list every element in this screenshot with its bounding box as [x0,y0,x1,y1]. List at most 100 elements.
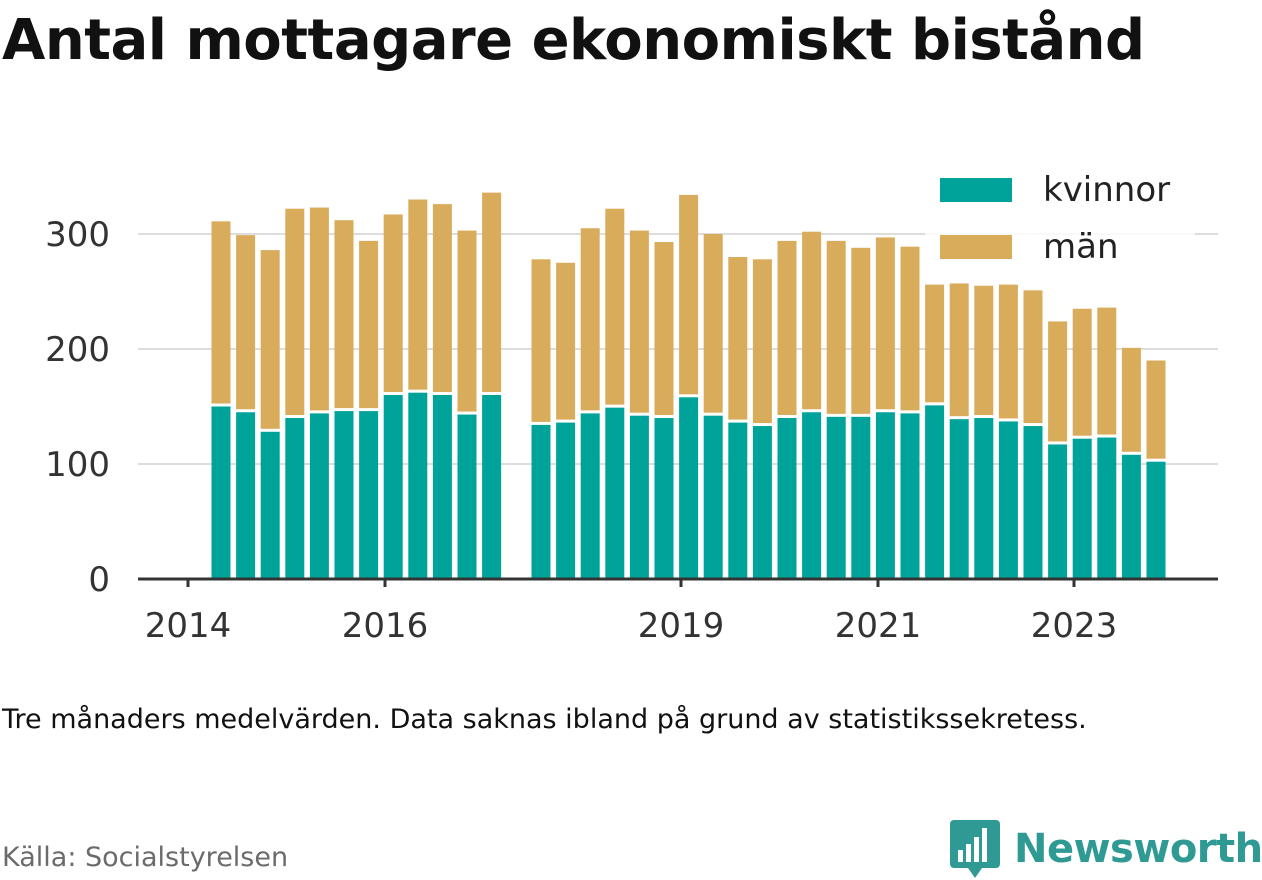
bar-man [383,214,403,392]
bar-kvinnor [654,418,674,579]
bar-man [703,234,723,413]
bar-kvinnor [580,413,600,579]
bar-kvinnor [408,392,428,579]
x-tick-label: 2021 [835,606,922,646]
bar-kvinnor [900,413,920,579]
bar-man [1146,360,1166,459]
bar-man [900,246,920,411]
x-tick-label: 2014 [145,606,232,646]
bar-man [580,228,600,411]
x-tick-label: 2016 [342,606,429,646]
bar-man [777,240,797,415]
bar-man [556,262,576,420]
bar-kvinnor [432,395,452,579]
bar-kvinnor [1121,454,1141,579]
bar-man [1097,307,1117,435]
x-tick-label: 2023 [1031,606,1118,646]
bar-kvinnor [925,405,945,579]
bar-man [1023,290,1043,424]
bar-kvinnor [334,411,354,579]
bar-man [211,221,231,404]
bar-man [359,240,379,409]
y-tick-label: 200 [45,330,110,370]
bar-kvinnor [1097,437,1117,579]
bar-man [875,237,895,410]
bar-man [236,235,256,410]
bar-kvinnor [211,406,231,579]
bar-kvinnor [383,395,403,579]
chart-title: Antal mottagare ekonomiskt bistånd [2,8,1145,73]
brand-name: Newsworthy [1014,826,1262,872]
bar-kvinnor [703,415,723,579]
y-tick-label: 0 [88,560,110,600]
bar-man [285,208,305,415]
bar-kvinnor [998,421,1018,579]
bar-kvinnor [802,412,822,579]
bar-man [531,259,551,422]
newsworthy-logo-icon [950,820,1000,878]
bar-kvinnor [309,413,329,579]
bar-man [802,231,822,410]
bar-man [482,192,502,392]
bar-man [1121,347,1141,452]
bar-kvinnor [556,422,576,579]
bar-kvinnor [531,424,551,579]
bar-kvinnor [260,431,280,579]
y-axis-ticks: 0 100 200 300 [45,215,110,600]
legend-label: kvinnor [1043,170,1170,210]
legend-swatch [940,178,1012,202]
bar-kvinnor [679,397,699,579]
x-axis-ticks: 2014 2016 2019 2021 2023 [145,579,1118,646]
bar-kvinnor [777,418,797,579]
stacked-bar-chart: 0 100 200 300 2014 2016 2019 2021 2023 kvinnor m… [45,168,1218,646]
bar-man [457,230,477,412]
legend: kvinnor män [925,168,1195,276]
bar-man [998,284,1018,419]
legend-label: män [1043,227,1119,267]
legend-swatch [940,235,1012,259]
bar-man [851,247,871,414]
bar-man [752,259,772,424]
bar-kvinnor [826,416,846,579]
bar-kvinnor [629,415,649,579]
bar-kvinnor [236,412,256,579]
bar-kvinnor [457,414,477,579]
y-tick-label: 100 [45,445,110,485]
bar-kvinnor [1072,438,1092,579]
bar-kvinnor [1146,461,1166,579]
bar-kvinnor [949,419,969,579]
bar-man [925,284,945,403]
bar-kvinnor [974,418,994,579]
bar-man [654,242,674,415]
bar-kvinnor [1048,444,1068,579]
bar-kvinnor [875,412,895,579]
bar-man [1048,321,1068,442]
bar-kvinnor [851,416,871,579]
bar-kvinnor [285,418,305,579]
bar-man [605,208,625,405]
bar-kvinnor [752,426,772,579]
bar-man [334,220,354,409]
x-tick-label: 2019 [638,606,725,646]
bar-man [260,250,280,429]
bar-kvinnor [482,395,502,579]
bar-man [309,207,329,411]
bars [211,192,1166,579]
bar-man [1072,308,1092,436]
bar-kvinnor [605,407,625,579]
bar-man [826,240,846,414]
y-tick-label: 300 [45,215,110,255]
bar-man [679,194,699,395]
newsworthy-logo[interactable]: Newsworthy [950,818,1262,880]
source-label: Källa: Socialstyrelsen [2,842,289,873]
bar-man [408,199,428,390]
bar-man [432,204,452,392]
bar-man [728,257,748,420]
bar-man [629,230,649,413]
bar-kvinnor [359,411,379,579]
bar-man [949,283,969,417]
chart-note: Tre månaders medelvärden. Data saknas ib… [2,704,1087,735]
bar-man [974,285,994,415]
bar-kvinnor [1023,426,1043,579]
bar-kvinnor [728,422,748,579]
